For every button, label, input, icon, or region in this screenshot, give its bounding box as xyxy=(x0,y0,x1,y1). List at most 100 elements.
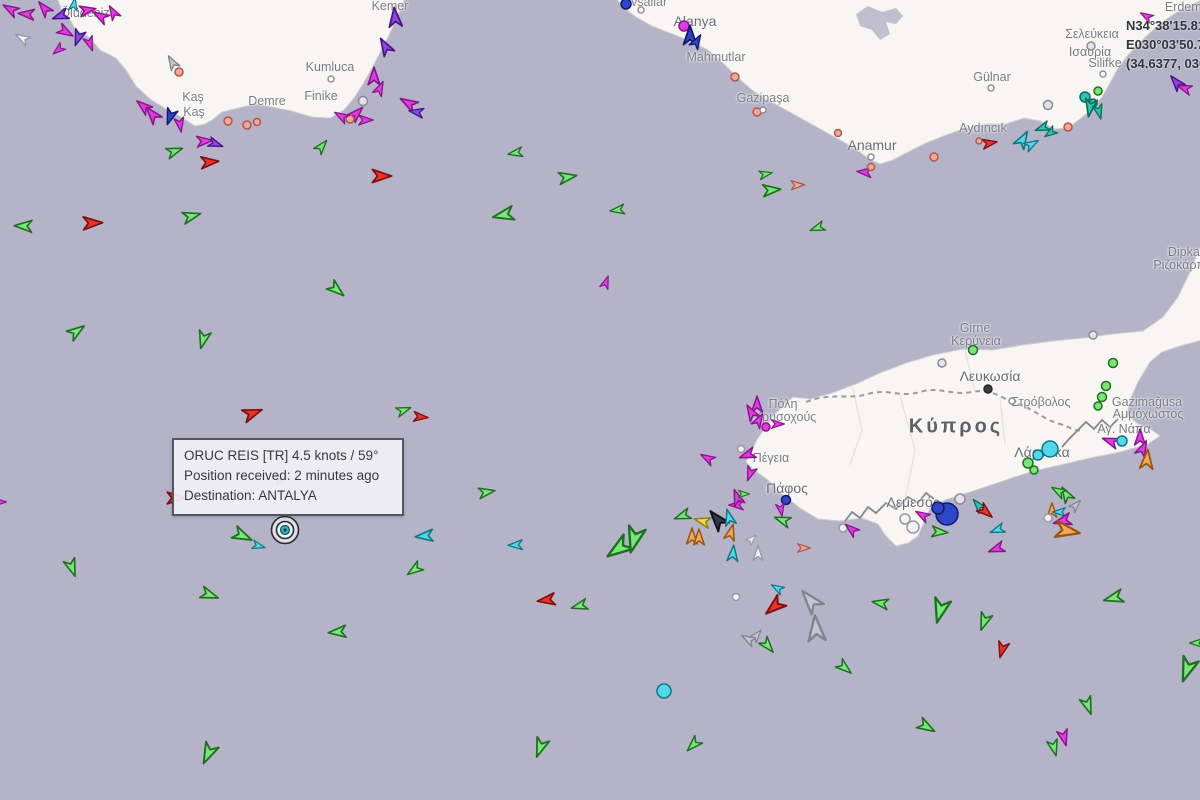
ship-marker[interactable] xyxy=(1176,81,1194,96)
ship-marker[interactable] xyxy=(1049,483,1068,500)
ship-marker[interactable] xyxy=(682,24,698,46)
moored-vessel-marker[interactable] xyxy=(906,520,920,534)
ship-marker[interactable] xyxy=(1051,507,1067,517)
ship-marker[interactable] xyxy=(332,108,351,125)
ship-marker[interactable] xyxy=(65,321,87,342)
selected-vessel-marker[interactable] xyxy=(270,515,300,545)
ship-marker[interactable] xyxy=(856,167,873,179)
ship-marker[interactable] xyxy=(758,168,773,181)
ship-marker[interactable] xyxy=(796,586,826,616)
ship-marker[interactable] xyxy=(199,155,220,170)
ship-marker[interactable] xyxy=(412,410,429,423)
ship-marker[interactable] xyxy=(1053,519,1081,541)
moored-vessel-marker[interactable] xyxy=(866,162,876,172)
ship-marker[interactable] xyxy=(195,135,214,148)
ship-marker[interactable] xyxy=(871,596,890,611)
ship-marker[interactable] xyxy=(1133,428,1147,446)
ship-marker[interactable] xyxy=(164,143,185,160)
ship-marker[interactable] xyxy=(13,30,32,47)
ship-marker[interactable] xyxy=(698,450,717,467)
ship-marker[interactable] xyxy=(1138,448,1155,471)
ship-marker[interactable] xyxy=(752,545,764,561)
ship-marker[interactable] xyxy=(162,106,179,127)
ship-marker[interactable] xyxy=(989,522,1007,537)
ship-marker[interactable] xyxy=(251,539,267,552)
ship-marker[interactable] xyxy=(692,528,706,546)
ship-marker[interactable] xyxy=(358,114,374,126)
moored-vessel-marker[interactable] xyxy=(761,422,771,432)
ship-marker[interactable] xyxy=(1133,438,1152,459)
ship-marker[interactable] xyxy=(0,0,21,19)
moored-vessel-marker[interactable] xyxy=(656,683,672,699)
ship-marker[interactable] xyxy=(722,508,738,527)
moored-vessel-marker[interactable] xyxy=(730,72,740,82)
ship-marker[interactable] xyxy=(206,136,225,151)
ship-marker[interactable] xyxy=(13,219,33,234)
ship-marker[interactable] xyxy=(557,170,578,186)
ship-marker[interactable] xyxy=(762,593,788,619)
ship-marker[interactable] xyxy=(346,104,367,124)
moored-vessel-marker[interactable] xyxy=(1096,391,1108,403)
ship-marker[interactable] xyxy=(197,740,220,767)
ship-marker[interactable] xyxy=(195,329,212,350)
moored-vessel-marker[interactable] xyxy=(620,0,632,10)
ship-marker[interactable] xyxy=(705,507,731,533)
ship-marker[interactable] xyxy=(570,597,589,614)
ship-marker[interactable] xyxy=(404,560,425,579)
moored-vessel-marker[interactable] xyxy=(1041,440,1059,458)
ship-marker[interactable] xyxy=(599,275,612,291)
moored-vessel-marker[interactable] xyxy=(242,120,252,130)
ship-marker[interactable] xyxy=(1101,433,1121,450)
moored-vessel-marker[interactable] xyxy=(931,501,945,515)
moored-vessel-marker[interactable] xyxy=(1029,465,1039,475)
moored-vessel-marker[interactable] xyxy=(1043,513,1053,523)
ship-marker[interactable] xyxy=(757,635,778,655)
ship-marker[interactable] xyxy=(737,489,751,499)
ship-marker[interactable] xyxy=(693,514,712,530)
ship-marker[interactable] xyxy=(722,523,739,542)
ship-marker[interactable] xyxy=(742,402,761,423)
ship-marker[interactable] xyxy=(809,220,827,235)
ship-marker[interactable] xyxy=(50,41,67,58)
ship-marker[interactable] xyxy=(790,180,806,191)
ship-marker[interactable] xyxy=(1078,694,1096,717)
ship-marker[interactable] xyxy=(414,528,435,542)
ship-marker[interactable] xyxy=(1042,125,1059,140)
moored-vessel-marker[interactable] xyxy=(252,117,262,127)
ship-marker[interactable] xyxy=(1083,97,1099,118)
moored-vessel-marker[interactable] xyxy=(736,444,746,454)
ship-marker[interactable] xyxy=(673,507,693,524)
ship-marker[interactable] xyxy=(609,203,626,216)
ship-marker[interactable] xyxy=(531,735,551,759)
moored-vessel-marker[interactable] xyxy=(1107,357,1119,369)
ship-marker[interactable] xyxy=(750,411,767,430)
ship-marker[interactable] xyxy=(748,627,765,644)
ship-marker[interactable] xyxy=(806,614,827,643)
ship-marker[interactable] xyxy=(761,183,782,198)
moored-vessel-marker[interactable] xyxy=(1093,401,1103,411)
ship-marker[interactable] xyxy=(684,734,704,755)
ship-marker[interactable] xyxy=(78,3,97,18)
ship-marker[interactable] xyxy=(603,533,635,564)
ship-marker[interactable] xyxy=(1188,638,1200,648)
ship-marker[interactable] xyxy=(688,32,705,51)
ship-marker[interactable] xyxy=(929,596,953,624)
moored-vessel-marker[interactable] xyxy=(1100,380,1112,392)
moored-vessel-marker[interactable] xyxy=(1093,86,1103,96)
ship-marker[interactable] xyxy=(536,592,557,607)
moored-vessel-marker[interactable] xyxy=(929,152,939,162)
ship-marker[interactable] xyxy=(388,6,404,29)
ship-marker[interactable] xyxy=(68,0,80,12)
moored-vessel-marker[interactable] xyxy=(1022,457,1034,469)
ship-marker[interactable] xyxy=(1138,9,1155,24)
ship-marker[interactable] xyxy=(312,137,331,156)
ship-marker[interactable] xyxy=(796,543,812,553)
ship-marker[interactable] xyxy=(375,35,396,58)
ship-marker[interactable] xyxy=(142,103,164,126)
ship-marker[interactable] xyxy=(981,137,998,150)
moored-vessel-marker[interactable] xyxy=(833,128,843,138)
ship-marker[interactable] xyxy=(1102,588,1125,606)
ship-marker[interactable] xyxy=(738,446,758,463)
ship-marker[interactable] xyxy=(769,581,786,596)
